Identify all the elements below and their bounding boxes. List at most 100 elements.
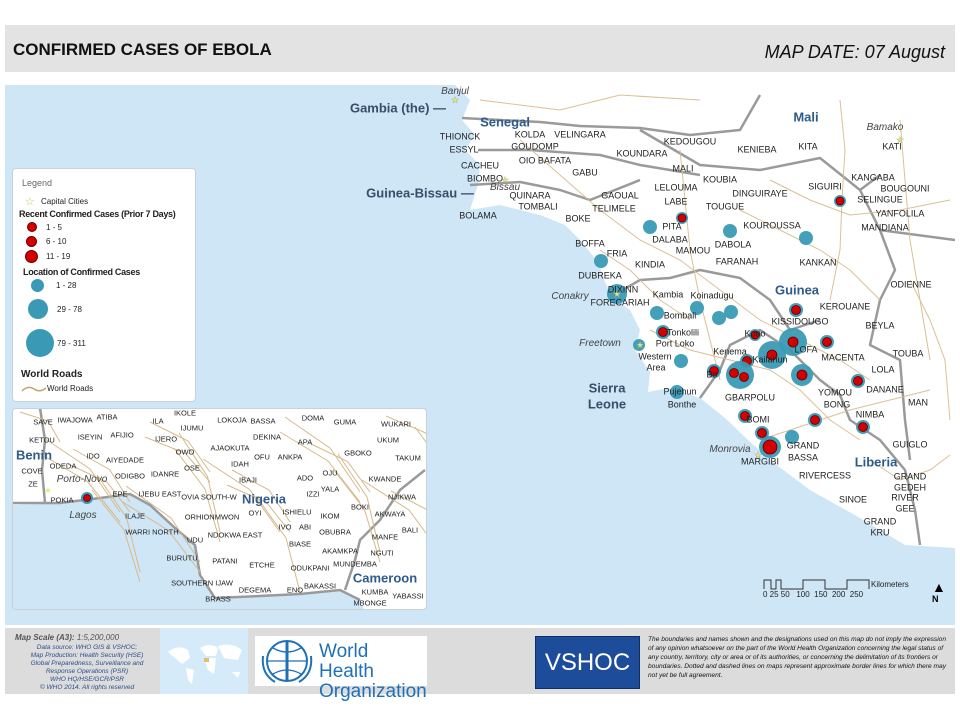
legend: Legend ☆ Capital Cities Recent Confirmed… — [12, 168, 196, 402]
red-dot-icon — [27, 222, 37, 232]
district-label: AKWAYA — [374, 509, 406, 519]
district-label: IJERO — [154, 434, 178, 444]
district-label: GRAND — [893, 471, 927, 482]
source-line: Map Production: Health Security (HSE) — [30, 652, 144, 659]
district-label: THIONCK — [439, 131, 481, 142]
legend-roads-heading: World Roads — [21, 369, 83, 380]
capital-label: Monrovia — [709, 444, 751, 455]
district-label: GRAND — [863, 516, 897, 527]
district-label: AIYEDADE — [106, 455, 144, 465]
district-label: ISEYIN — [77, 432, 103, 442]
road — [361, 479, 426, 534]
district-label: IDAH — [231, 459, 249, 469]
nigeria-inset-map[interactable]: ★ Benin Nigeria Cameroon Porto-Novo Lagos SAV… — [12, 408, 427, 610]
district-label: IJEBU EAST — [138, 489, 182, 499]
confirmed-cases-circle — [724, 305, 738, 319]
main-map-canvas: ★ ★ ★ ★ ★ ★ — [451, 85, 955, 548]
district-label: SIGUIRI — [808, 181, 842, 192]
district-label: LOFA — [794, 344, 818, 355]
road — [226, 484, 291, 533]
district-label: EPE — [112, 489, 128, 499]
district-label: KISSIDOUGO — [771, 316, 829, 327]
district-label: BONG — [823, 399, 851, 410]
district-label: MAN — [908, 397, 928, 408]
district-label: ETCHE — [249, 560, 275, 570]
district-label: NJIKWA — [387, 492, 417, 502]
road — [599, 249, 691, 321]
star-icon: ☆ — [25, 196, 35, 208]
district-label: KUMBA — [361, 587, 389, 597]
road — [385, 415, 426, 434]
country-label: Guinea-Bissau — — [366, 185, 474, 201]
recent-cases-circle — [729, 368, 739, 378]
who-line1: World Health — [319, 641, 374, 682]
district-label: ANKPA — [277, 452, 303, 462]
district-label: ORHIONMWON — [184, 512, 240, 522]
district-label: DALABA — [652, 234, 688, 245]
capital-label: Porto-Novo — [56, 474, 108, 485]
legend-recent-heading: Recent Confirmed Cases (Prior 7 Days) — [19, 209, 176, 219]
legend-recent-row: 6 - 10 — [26, 236, 66, 247]
recent-cases-circle — [766, 349, 778, 361]
district-label: BOFFA — [575, 238, 605, 249]
road — [125, 485, 201, 563]
country-label: Sierra — [588, 380, 626, 396]
confirmed-cases-circle — [650, 306, 664, 320]
district-label: COVE — [21, 466, 43, 476]
district-label: WUKARI — [381, 419, 411, 429]
district-label: IKOLE — [173, 408, 197, 418]
legend-location-label: 29 - 78 — [57, 304, 82, 314]
who-emblem-icon — [261, 640, 313, 683]
district-label: POKIA — [50, 495, 74, 505]
district-label: KATI — [882, 141, 902, 152]
district-label: OBUBRA — [319, 527, 351, 537]
district-label: FARANAH — [715, 256, 759, 267]
district-label: KINDIA — [634, 259, 666, 270]
capital-star-icon: ★ — [501, 175, 509, 185]
road — [149, 421, 211, 473]
district-label: LOKOJA — [217, 415, 247, 425]
district-label: OJU — [322, 468, 338, 478]
road — [679, 149, 721, 381]
district-label: ESSYL — [449, 144, 479, 155]
road — [739, 209, 881, 301]
road — [173, 447, 221, 543]
district-label: FRIA — [606, 248, 628, 259]
district-label: DANANE — [866, 384, 904, 395]
district-label: TOMBALI — [518, 201, 558, 212]
district-label: PATANI — [212, 556, 238, 566]
district-label: KITA — [798, 141, 818, 152]
legend-recent-row: 1 - 5 — [27, 222, 62, 232]
capital-label: Lagos — [69, 510, 97, 521]
district-label: OYI — [248, 508, 262, 518]
who-logo: World Health Organization — [255, 636, 427, 702]
source-line: Global Preparedness, Surveillance and — [30, 660, 144, 667]
district-label: Koinadugu — [690, 290, 734, 301]
district-label: OFU — [254, 452, 270, 462]
recent-cases-circle — [658, 327, 668, 337]
district-label: BIASE — [288, 539, 312, 549]
confirmed-cases-circle — [712, 311, 726, 325]
country-border — [611, 268, 821, 332]
district-label: KWANDE — [368, 474, 402, 484]
district-label: AJAOKUTA — [210, 443, 250, 453]
road — [769, 179, 951, 216]
district-label: BRASS — [205, 594, 231, 604]
district-label: IJUMU — [180, 423, 204, 433]
who-wordmark: World Health Organization — [319, 642, 427, 702]
north-label: N — [932, 594, 939, 604]
confirmed-cases-circle — [674, 354, 688, 368]
district-label: TOUGUE — [705, 201, 745, 212]
country-border — [879, 228, 955, 242]
source-line: WHO HQ/HSE/GCR/PSR — [49, 676, 125, 683]
district-label: ILA — [152, 416, 164, 426]
district-label: Kailahun — [752, 354, 788, 365]
footer: Map Scale (A3): 1:5,200,000 Data source:… — [5, 628, 955, 702]
country-label: Liberia — [854, 454, 898, 470]
district-label: MAMOU — [675, 245, 711, 256]
vshoc-logo: VSHOC — [535, 636, 640, 689]
map-title: CONFIRMED CASES OF EBOLA — [13, 40, 272, 59]
district-label: KOUNDARA — [616, 148, 668, 159]
confirmed-cases-circle — [670, 385, 684, 399]
road — [178, 432, 221, 533]
